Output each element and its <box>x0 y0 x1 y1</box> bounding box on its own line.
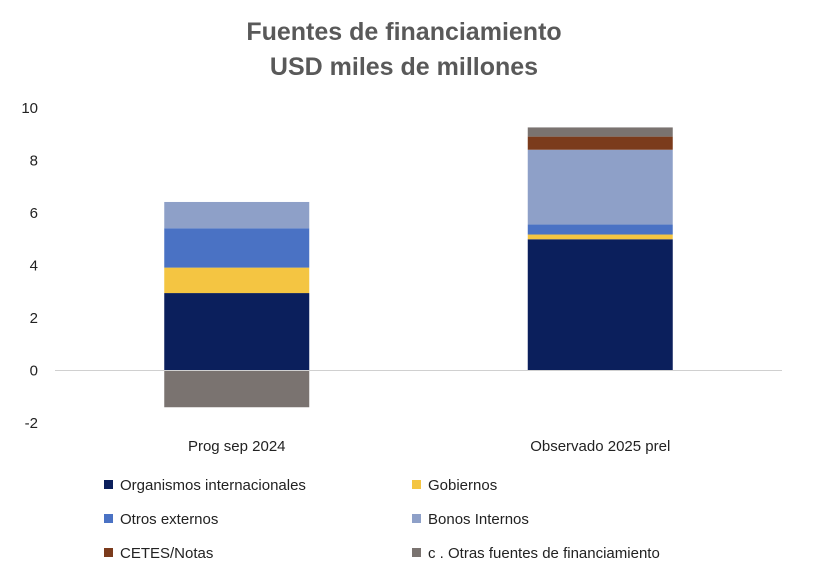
legend-swatch <box>104 514 113 523</box>
x-axis: Prog sep 2024 Observado 2025 prel <box>188 438 670 455</box>
legend-label: Otros externos <box>120 511 218 528</box>
bar-segment <box>164 201 310 229</box>
legend-label: Bonos Internos <box>428 511 529 528</box>
bar-segment <box>527 149 673 225</box>
legend-label: Gobiernos <box>428 477 497 494</box>
y-tick-label: -2 <box>25 415 38 432</box>
legend-swatch <box>104 480 113 489</box>
legend-label: Organismos internacionales <box>120 477 306 494</box>
y-tick-label: 4 <box>30 258 38 275</box>
legend-swatch <box>412 480 421 489</box>
bar-segment <box>164 267 310 294</box>
category-label: Prog sep 2024 <box>188 438 286 455</box>
legend-swatch <box>104 548 113 557</box>
bar-segment <box>164 370 310 408</box>
y-tick-label: 10 <box>21 100 38 117</box>
bar-segment <box>527 224 673 235</box>
legend-swatch <box>412 514 421 523</box>
bar-segment <box>164 228 310 268</box>
bar-segment <box>527 239 673 371</box>
bar-segment <box>164 293 310 371</box>
legend-label: c . Otras fuentes de financiamiento <box>428 545 660 562</box>
legend: Organismos internacionales Gobiernos Otros… <box>104 477 660 562</box>
y-tick-label: 6 <box>30 205 38 222</box>
legend-label: CETES/Notas <box>120 545 213 562</box>
category-label: Observado 2025 prel <box>530 438 670 455</box>
y-tick-label: 0 <box>30 363 38 380</box>
y-axis: -2 0 2 4 6 8 10 <box>21 100 38 432</box>
chart-subtitle: USD miles de millones <box>270 53 538 81</box>
chart-title: Fuentes de financiamiento <box>246 18 561 46</box>
y-tick-label: 8 <box>30 153 38 170</box>
bar-segment <box>527 234 673 240</box>
legend-swatch <box>412 548 421 557</box>
bar-segment <box>527 136 673 150</box>
y-tick-label: 2 <box>30 310 38 327</box>
bar-segment <box>527 127 673 137</box>
bars-group <box>164 127 673 408</box>
